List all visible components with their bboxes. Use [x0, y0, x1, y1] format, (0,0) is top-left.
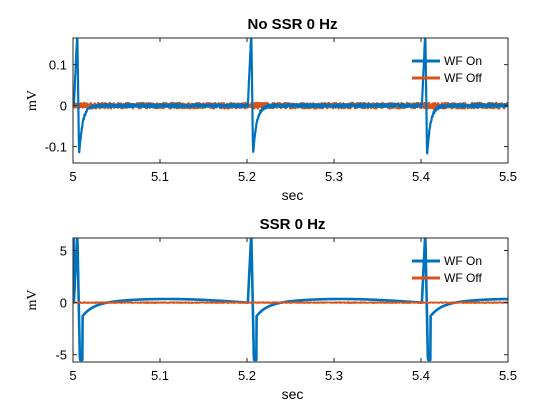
- y-tick-label: 0: [60, 296, 67, 311]
- x-tick-label: 5.4: [412, 368, 430, 383]
- y-tick-label: 5: [60, 244, 67, 259]
- y-axis-label: mV: [25, 90, 40, 111]
- x-axis-label: sec: [282, 386, 304, 402]
- traces: [73, 38, 508, 155]
- axes-box: [72, 37, 509, 164]
- x-tick-label: 5.4: [412, 169, 430, 184]
- x-tick-label: 5.2: [238, 368, 256, 383]
- x-tick-label: 5.3: [325, 169, 343, 184]
- series-line-wf-on: [73, 38, 508, 155]
- x-tick-label: 5.2: [238, 169, 256, 184]
- legend-entry: WF Off: [444, 71, 482, 85]
- chart-title: SSR 0 Hz: [260, 216, 326, 233]
- legend-entry: WF Off: [444, 271, 482, 285]
- series-line-wf-off: [73, 301, 508, 304]
- traces: [73, 238, 508, 362]
- x-tick-label: 5: [69, 368, 76, 383]
- y-tick-label: 0: [60, 99, 67, 114]
- x-axis-label: sec: [282, 187, 304, 203]
- series-line-wf-on: [73, 238, 508, 362]
- axes-box: [72, 237, 509, 363]
- chart-ssr: 5 5.1 5.2 5.3 5.4 5.5 -5 0 5 SSR 0 Hz sec mV WF On WF…: [25, 216, 517, 402]
- y-axis-label: mV: [25, 290, 40, 311]
- x-tick-label: 5.5: [499, 169, 517, 184]
- legend-entry: WF On: [444, 54, 482, 68]
- legend-entry: WF On: [444, 254, 482, 268]
- y-tick-label: -5: [55, 348, 67, 363]
- y-tick-label: -0.1: [45, 140, 67, 155]
- x-tick-label: 5.1: [151, 169, 169, 184]
- x-tick-label: 5: [69, 169, 76, 184]
- x-tick-label: 5.1: [151, 368, 169, 383]
- y-tick-label: 0.1: [49, 58, 67, 73]
- x-tick-label: 5.5: [499, 368, 517, 383]
- x-tick-label: 5.3: [325, 368, 343, 383]
- chart-title: No SSR 0 Hz: [247, 16, 337, 33]
- chart-no-ssr: 5 5.1 5.2 5.3 5.4 5.5 -0.1 0 0.1 No SSR 0 Hz sec mV…: [25, 16, 517, 203]
